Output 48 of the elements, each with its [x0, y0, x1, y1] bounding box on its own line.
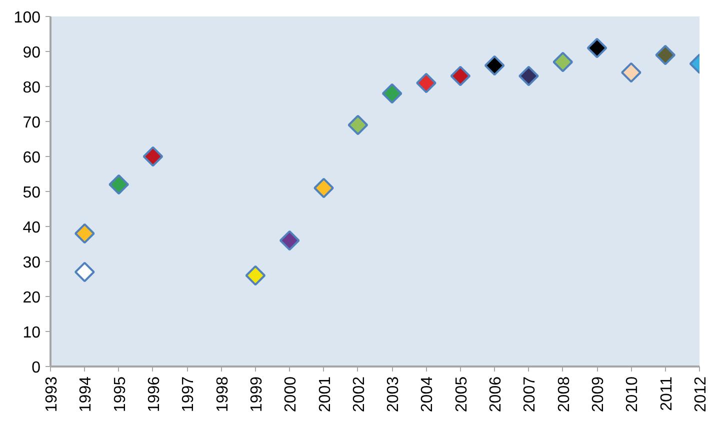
point — [74, 262, 95, 282]
point — [314, 178, 334, 198]
point — [416, 72, 436, 94]
point — [620, 62, 642, 83]
y-tick-label: 60 — [22, 150, 41, 166]
x-tick-label: 2011 — [658, 376, 676, 411]
x-tick-label: 2008 — [556, 376, 573, 412]
x-tick-label: 2009 — [590, 376, 608, 412]
x-tick-label: 1999 — [248, 376, 266, 412]
y-tick-label: 0 — [32, 360, 41, 376]
x-tick-label: 2005 — [453, 376, 470, 412]
y-tick-label: 40 — [22, 220, 41, 236]
x-tick-label: 2002 — [350, 376, 368, 412]
y-tick-label: 30 — [22, 254, 41, 272]
x-tick-label: 1997 — [180, 376, 198, 412]
y-tick-label: 80 — [22, 80, 41, 96]
x-tick-label: 1993 — [44, 376, 60, 412]
point — [655, 44, 676, 66]
x-tick-label: 2003 — [385, 376, 402, 412]
x-tick-label: 1996 — [146, 376, 163, 412]
y-tick-label: 100 — [14, 10, 41, 26]
x-tick-label: 2001 — [316, 376, 334, 412]
y-tick-label: 50 — [22, 184, 41, 202]
point — [518, 66, 539, 86]
point — [586, 38, 608, 58]
point — [450, 66, 471, 86]
point — [382, 83, 402, 104]
point — [484, 55, 505, 76]
x-tick-label: 1998 — [214, 376, 232, 412]
x-tick-label: 2004 — [419, 376, 436, 412]
x-tick-label: 2006 — [488, 376, 505, 412]
y-tick-label: 10 — [22, 324, 41, 342]
x-tick-label: 1995 — [112, 376, 129, 412]
x-tick-label: 2012 — [692, 376, 710, 412]
point — [348, 114, 368, 136]
point — [552, 52, 574, 72]
y-tick-label: 90 — [22, 44, 41, 62]
x-tick-label: 2007 — [522, 376, 539, 412]
point — [279, 230, 300, 251]
y-tick-label: 20 — [22, 290, 41, 306]
y-tick-label: 70 — [22, 114, 41, 132]
point — [74, 223, 95, 244]
x-tick-label: 1994 — [78, 376, 95, 412]
point — [108, 174, 130, 195]
x-tick-label: 2010 — [624, 376, 642, 412]
point — [142, 146, 164, 167]
x-tick-label: 2000 — [282, 376, 300, 412]
point — [245, 265, 266, 286]
